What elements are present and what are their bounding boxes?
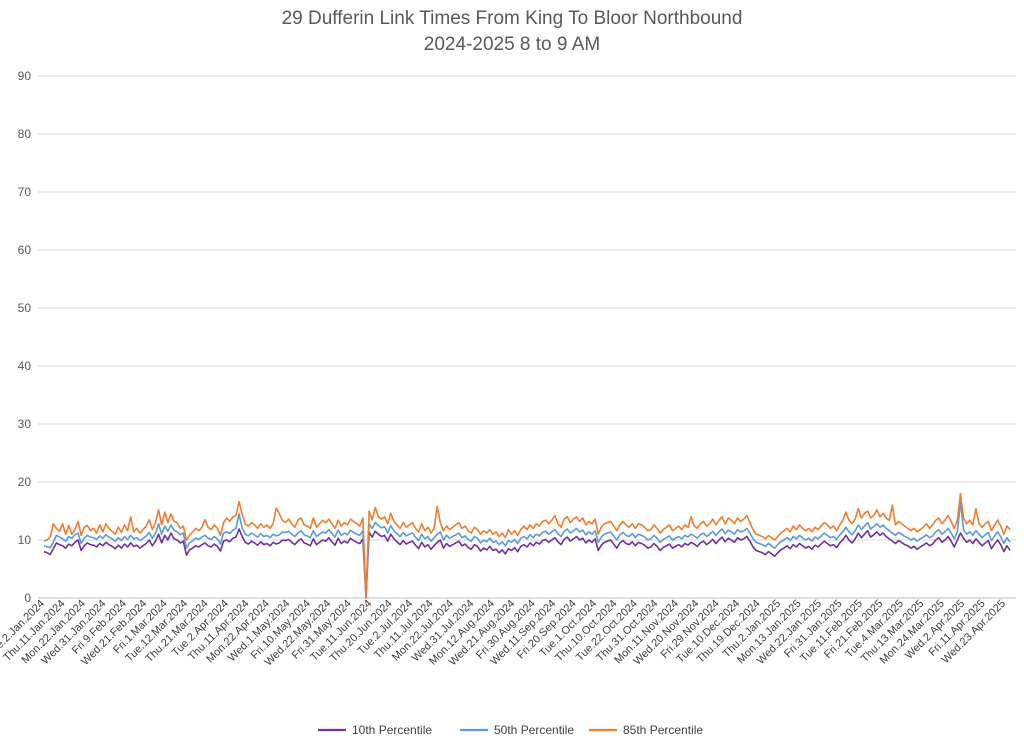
y-tick-label: 50: [18, 301, 32, 315]
y-tick-label: 10: [18, 533, 32, 547]
legend-label: 10th Percentile: [352, 723, 432, 737]
y-tick-label: 70: [18, 185, 32, 199]
y-tick-label: 60: [18, 243, 32, 257]
y-tick-label: 20: [18, 475, 32, 489]
y-tick-label: 90: [18, 69, 32, 83]
series-line-50th-percentile: [43, 501, 1011, 599]
y-tick-label: 40: [18, 359, 32, 373]
legend-item: 85th Percentile: [589, 723, 703, 737]
y-tick-label: 0: [24, 591, 31, 605]
legend-item: 50th Percentile: [460, 723, 574, 737]
legend-label: 85th Percentile: [623, 723, 703, 737]
series-line-85th-percentile: [43, 492, 1011, 599]
legend-label: 50th Percentile: [494, 723, 574, 737]
chart-title: 29 Dufferin Link Times From King To Bloo…: [281, 8, 743, 29]
legend-item: 10th Percentile: [318, 723, 432, 737]
chart-subtitle: 2024-2025 8 to 9 AM: [423, 34, 601, 55]
y-tick-label: 80: [18, 127, 32, 141]
series-line-10th-percentile: [43, 528, 1011, 599]
y-tick-label: 30: [18, 417, 32, 431]
